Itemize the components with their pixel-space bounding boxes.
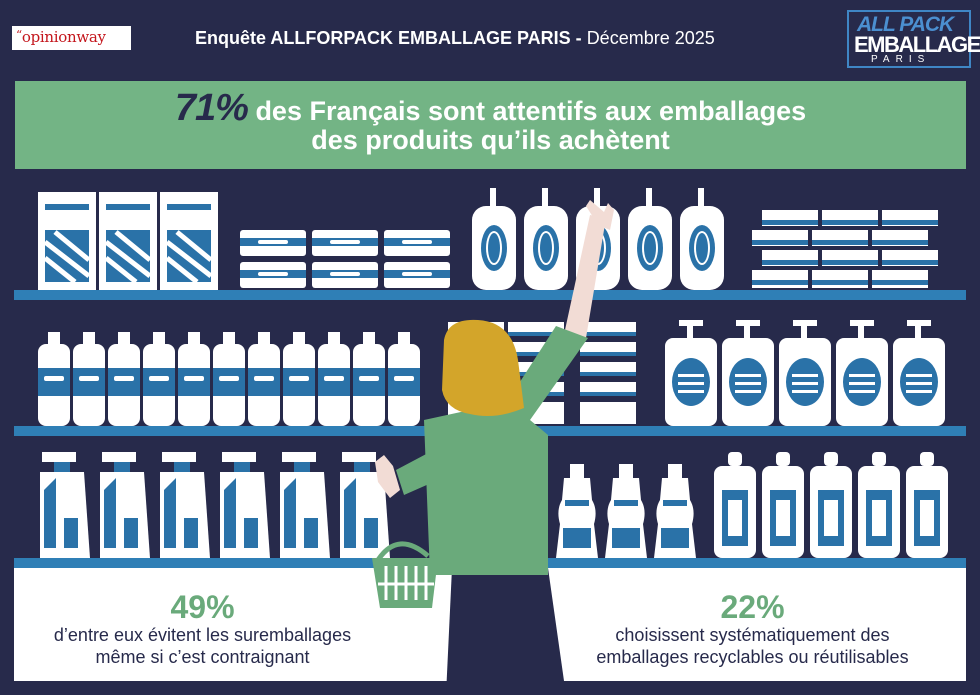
small-bottle: [388, 332, 420, 426]
shopper-figure: [372, 200, 614, 695]
headline-line1: 71% des Français sont attentifs aux emba…: [15, 87, 966, 130]
headline-line2: des produits qu’ils achètent: [311, 125, 670, 155]
small-bottles: [38, 332, 420, 426]
stat-value: 49%: [170, 589, 235, 625]
small-bottle: [353, 332, 385, 426]
stat-recyclable-choice: 22% choisissent systématiquement des emb…: [560, 590, 945, 668]
small-bottle: [38, 332, 70, 426]
large-bottles-top: [472, 188, 724, 290]
opinionway-logo-text: “opinionway: [16, 28, 106, 46]
gourd-bottle: [654, 464, 696, 558]
allforpack-logo: ALL PACK EMBALLAGE PARIS: [847, 10, 980, 68]
header-bar: “opinionway Enquête ALLFORPACK EMBALLAGE…: [0, 0, 980, 70]
pump-bottle: [722, 320, 774, 426]
gourd-bottle: [556, 464, 598, 558]
shopping-basket: [372, 541, 438, 608]
headline-line1-text: des Français sont attentifs aux emballag…: [255, 96, 807, 126]
food-tubs: [240, 230, 450, 288]
shopper-legs: [446, 568, 566, 695]
small-bottle: [143, 332, 175, 426]
spray-bottle: [280, 452, 330, 558]
pump-bottle: [893, 320, 945, 426]
gourd-bottle: [605, 464, 647, 558]
stat-value: 22%: [720, 589, 785, 625]
spray-bottle: [100, 452, 150, 558]
tall-bottle: [762, 452, 804, 558]
pump-bottles: [665, 320, 945, 426]
shopper-lower-hand: [375, 455, 400, 498]
gourd-bottles: [556, 464, 696, 558]
allforpack-logo-line2: EMBALLAGE: [854, 32, 980, 57]
spray-bottle: [40, 452, 90, 558]
tall-bottle: [714, 452, 756, 558]
shopper-sleeve: [396, 452, 438, 495]
headline-stat: 71%: [174, 87, 249, 129]
pump-bottle: [836, 320, 888, 426]
headline-banner: 71% des Français sont attentifs aux emba…: [15, 81, 966, 169]
opinionway-logo: “opinionway: [12, 26, 131, 50]
survey-title: Enquête ALLFORPACK EMBALLAGE PARIS - Déc…: [195, 28, 790, 49]
allforpack-logo-line1: ALL PACK: [857, 13, 954, 36]
stat-avoid-overpackaging: 49% d’entre eux évitent les suremballage…: [10, 590, 395, 668]
shopper-hair: [442, 319, 524, 416]
survey-title-main: Enquête ALLFORPACK EMBALLAGE PARIS -: [195, 28, 582, 48]
spray-bottle: [220, 452, 270, 558]
spray-bottle: [160, 452, 210, 558]
survey-date: Décembre 2025: [586, 28, 715, 48]
shopper-raised-hand: [586, 200, 614, 230]
stat-description-line1: d’entre eux évitent les suremballages: [53, 625, 352, 645]
small-bottle: [178, 332, 210, 426]
small-bottle: [283, 332, 315, 426]
small-bottle: [213, 332, 245, 426]
tall-bottle: [810, 452, 852, 558]
spray-bottles: [40, 452, 390, 558]
stacked-packs-top: [752, 210, 938, 288]
allforpack-logo-line3: PARIS: [871, 54, 931, 65]
tall-bottle: [858, 452, 900, 558]
tall-bottles: [714, 452, 948, 558]
shopper-raised-arm: [565, 215, 606, 338]
stat-description-line2: même si c’est contraignant: [95, 647, 310, 667]
small-bottle: [248, 332, 280, 426]
cereal-box: [99, 192, 157, 290]
shopper-shirt: [424, 326, 588, 575]
stat-description-line1: choisissent systématiquement des: [615, 625, 890, 645]
tall-bottle: [906, 452, 948, 558]
small-bottle: [73, 332, 105, 426]
small-bottle: [108, 332, 140, 426]
cereal-box: [160, 192, 218, 290]
pump-bottle: [779, 320, 831, 426]
cereal-box: [38, 192, 96, 290]
shelf-1: [14, 290, 966, 300]
stat-description-line2: emballages recyclables ou réutilisables: [596, 647, 909, 667]
spray-bottle: [340, 452, 390, 558]
pump-bottle: [665, 320, 717, 426]
small-bottle: [318, 332, 350, 426]
cereal-boxes: [38, 192, 218, 290]
